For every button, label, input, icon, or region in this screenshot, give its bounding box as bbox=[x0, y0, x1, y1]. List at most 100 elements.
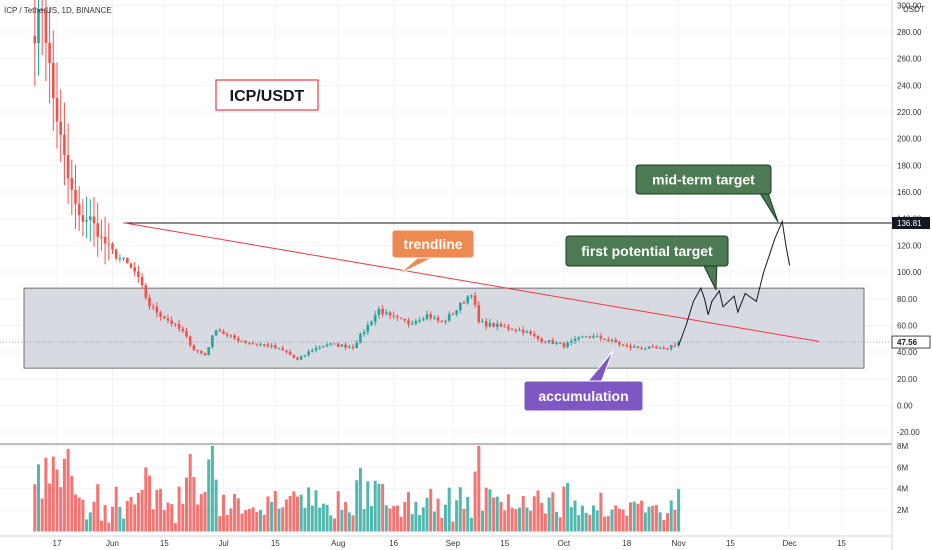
candle-body bbox=[595, 336, 599, 338]
volume-bar bbox=[566, 482, 570, 532]
candle bbox=[618, 340, 621, 347]
volume-bar bbox=[218, 516, 222, 532]
candle-body bbox=[340, 344, 344, 347]
volume-bar bbox=[270, 502, 274, 532]
candle-body bbox=[607, 339, 610, 341]
volume-bar bbox=[673, 509, 677, 532]
candle-body bbox=[644, 348, 647, 350]
mid-term-target-annotation[interactable]: mid-term target bbox=[635, 164, 779, 223]
candle-body bbox=[618, 342, 621, 345]
candle-body bbox=[207, 347, 210, 356]
volume-bar bbox=[362, 509, 366, 532]
candle bbox=[603, 338, 606, 341]
candle bbox=[392, 311, 395, 320]
candle bbox=[351, 344, 355, 351]
accumulation-zone[interactable] bbox=[23, 287, 865, 369]
volume-bar bbox=[562, 486, 566, 532]
price-tick-label: 300.00 bbox=[897, 1, 922, 10]
candle bbox=[170, 316, 173, 328]
volume-bar bbox=[484, 487, 488, 532]
volume-bar bbox=[662, 520, 666, 532]
candle bbox=[240, 340, 244, 342]
volume-bar bbox=[477, 445, 481, 532]
candle bbox=[333, 343, 336, 345]
volume-bar bbox=[333, 518, 336, 532]
candle bbox=[200, 350, 203, 355]
candle-body bbox=[155, 306, 159, 313]
volume-bar bbox=[432, 511, 436, 532]
candle bbox=[562, 341, 566, 349]
candle bbox=[410, 320, 414, 325]
candles bbox=[33, 0, 680, 361]
candle-body bbox=[529, 331, 532, 334]
volume-bar bbox=[62, 458, 66, 532]
candle-body bbox=[188, 336, 192, 346]
volume-bar bbox=[654, 505, 658, 532]
volume-bar bbox=[580, 505, 584, 532]
volume-bar bbox=[632, 501, 636, 532]
candle bbox=[544, 340, 547, 344]
candle-body bbox=[599, 336, 603, 339]
first-target-annotation[interactable]: first potential target bbox=[565, 235, 729, 291]
trendline-annotation[interactable]: trendline bbox=[391, 229, 475, 276]
volume-bar bbox=[151, 509, 155, 532]
volume-bar bbox=[262, 514, 266, 532]
trendline[interactable] bbox=[123, 222, 820, 342]
volume-bar bbox=[606, 516, 610, 532]
volume-bar bbox=[532, 496, 536, 532]
time-tick-label: Aug bbox=[331, 539, 345, 548]
volume-bar bbox=[196, 504, 200, 532]
candle bbox=[159, 310, 162, 321]
volume-bar bbox=[144, 467, 148, 532]
volume-bar bbox=[510, 507, 514, 532]
candle bbox=[592, 333, 595, 339]
time-tick-label: 15 bbox=[837, 539, 846, 548]
volume-bar bbox=[88, 512, 92, 532]
candle bbox=[181, 326, 185, 334]
volume-bar bbox=[329, 515, 333, 532]
candle-body bbox=[118, 258, 122, 260]
candle-body bbox=[388, 312, 392, 316]
candle bbox=[444, 319, 447, 325]
candle-body bbox=[477, 305, 481, 323]
candle-body bbox=[466, 296, 469, 304]
projected-path[interactable] bbox=[678, 219, 791, 346]
volume-bar bbox=[203, 491, 207, 532]
candle-body bbox=[281, 348, 284, 351]
accumulation-annotation[interactable]: accumulation bbox=[523, 350, 644, 412]
candle bbox=[44, 0, 48, 82]
candle-body bbox=[192, 345, 196, 351]
candle-body bbox=[85, 220, 88, 222]
candle-body bbox=[425, 314, 429, 320]
candle-body bbox=[433, 317, 436, 319]
volume-bar bbox=[307, 487, 311, 532]
trendline-annotation-label: trendline bbox=[403, 236, 462, 252]
candle-body bbox=[259, 344, 262, 346]
volume-bar bbox=[77, 497, 81, 532]
candle bbox=[599, 333, 603, 342]
volume-bar bbox=[296, 496, 299, 532]
volume-bar bbox=[340, 509, 344, 532]
candle bbox=[558, 341, 562, 344]
candle-body bbox=[96, 223, 99, 237]
candle bbox=[85, 196, 88, 239]
candle-body bbox=[451, 314, 455, 316]
candle bbox=[37, 0, 40, 76]
candle-body bbox=[225, 334, 229, 336]
volume-bar bbox=[222, 494, 225, 532]
volume-bar bbox=[384, 505, 388, 532]
time-tick-label: 18 bbox=[622, 539, 631, 548]
candle bbox=[414, 318, 418, 326]
candle-body bbox=[348, 346, 351, 348]
candle bbox=[174, 322, 177, 328]
candle-body bbox=[185, 331, 188, 337]
candle bbox=[640, 346, 643, 351]
candle-body bbox=[351, 346, 355, 349]
title-annotation[interactable]: ICP/USDT bbox=[215, 79, 319, 111]
volume-bar bbox=[358, 468, 362, 532]
time-axis[interactable]: 17 Jun 15 Jul 15 Aug 16 Sep 15 Oct 18 Nov 15 Dec 15 bbox=[53, 539, 847, 548]
volume-bar bbox=[473, 471, 477, 532]
volume-bar bbox=[521, 495, 525, 532]
volume-axis: 8M 6M 4M 2M bbox=[897, 442, 908, 515]
